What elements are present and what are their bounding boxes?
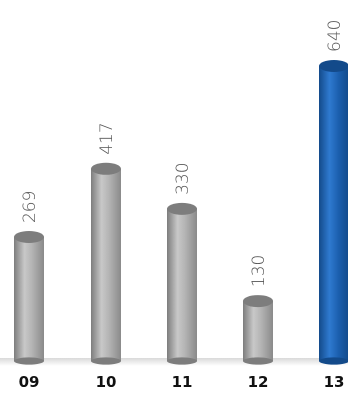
value-label-12: 130 [249, 255, 269, 287]
bar-10 [91, 168, 121, 361]
bar-base-09 [14, 357, 44, 365]
bars-layer: 269 09 417 10 330 11 130 12 640 13 [14, 20, 348, 391]
bar-group-10: 417 10 [91, 122, 121, 391]
category-label-13: 13 [324, 373, 345, 391]
value-label-13: 640 [325, 20, 345, 52]
value-label-10: 417 [97, 122, 117, 154]
bar-cap-10 [91, 162, 121, 175]
bar-cap-09 [14, 231, 44, 244]
bar-base-10 [91, 357, 121, 365]
category-label-12: 12 [248, 373, 269, 391]
bar-13 [319, 66, 348, 361]
value-label-09: 269 [20, 191, 40, 223]
bar-base-12 [243, 357, 273, 365]
bar-group-13: 640 13 [319, 20, 348, 391]
bar-group-09: 269 09 [14, 191, 44, 391]
bar-12 [243, 301, 273, 361]
bar-cap-11 [167, 202, 197, 215]
category-label-11: 11 [172, 373, 193, 391]
bar-group-11: 330 11 [167, 162, 197, 391]
bar-group-12: 130 12 [243, 255, 273, 391]
bar-cap-13 [319, 60, 348, 72]
bar-base-11 [167, 357, 197, 365]
category-label-09: 09 [19, 373, 40, 391]
bar-11 [167, 208, 197, 361]
value-label-11: 330 [173, 162, 193, 194]
category-label-10: 10 [96, 373, 117, 391]
bar-base-13 [319, 357, 348, 365]
bar-09 [14, 237, 44, 361]
bar-cap-12 [243, 295, 273, 308]
